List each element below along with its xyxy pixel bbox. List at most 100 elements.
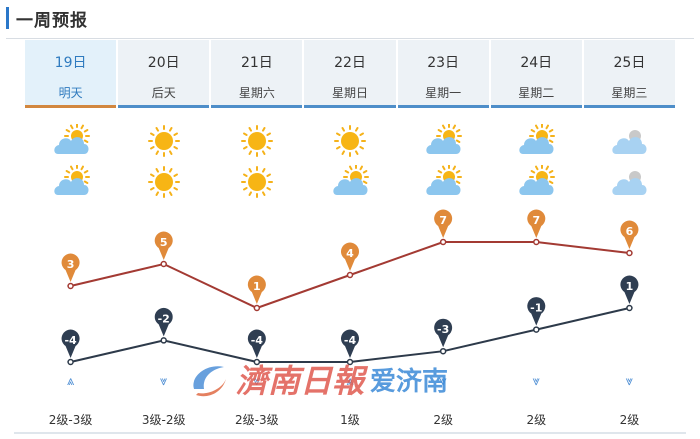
sunny-icon <box>144 124 184 158</box>
sunny-icon <box>237 165 277 199</box>
sunny-icon <box>237 124 277 158</box>
high-temp-label: 7 <box>439 214 447 227</box>
high-temp-point <box>626 249 633 257</box>
partly-cloudy-icon <box>516 124 556 158</box>
wind-level: 1级 <box>340 413 360 427</box>
wind-arrow-down-icon: ⩔ <box>532 374 540 389</box>
high-temp-label: 6 <box>626 225 634 238</box>
tab-weekday: 星期六 <box>238 86 275 100</box>
wind-arrow-down-icon: ⩔ <box>253 374 261 389</box>
header-divider <box>6 38 694 39</box>
high-temp-label: 7 <box>532 214 540 227</box>
low-temp-label: -4 <box>64 334 77 347</box>
partly-cloudy-icon <box>423 124 463 158</box>
tab-date: 23日 <box>427 55 460 71</box>
tab-day-2[interactable]: 20日后天 <box>117 40 211 108</box>
title-accent-bar <box>6 7 9 29</box>
low-temp-point <box>626 304 633 312</box>
sunny-icon <box>144 165 184 199</box>
low-temp-label: -3 <box>437 323 449 336</box>
partly-cloudy-icon <box>51 165 91 199</box>
high-temp-pin <box>61 253 80 282</box>
tab-day-4[interactable]: 22日星期日 <box>303 40 397 108</box>
high-temp-label: 1 <box>253 280 261 293</box>
tab-weekday: 明天 <box>58 86 83 100</box>
tab-date: 22日 <box>334 55 366 71</box>
partly-cloudy-icon <box>51 124 91 158</box>
tab-weekday: 星期日 <box>331 86 368 100</box>
day-tabs: 19日 明天 20日 后天 21日 星期六 22日 星期日 23日 星期一 24日 星期二 25日 星期三 <box>24 40 676 108</box>
wind-arrow-up-icon: ⩓ <box>66 374 75 389</box>
section-header: 一周预报 <box>6 6 88 31</box>
tab-date: 25日 <box>613 55 646 71</box>
tab-date: 20日 <box>147 55 180 71</box>
high-temp-pin <box>341 242 359 271</box>
high-temp-point <box>67 282 74 290</box>
low-temp-point <box>160 337 167 344</box>
high-temp-point <box>160 260 167 268</box>
watermark-logo-icon <box>193 366 226 397</box>
wind-level: 2级 <box>619 413 640 427</box>
high-temp-point <box>253 304 261 312</box>
wind-level: 2级 <box>433 413 453 427</box>
section-title: 一周预报 <box>16 10 88 31</box>
tab-weekday: 星期三 <box>611 86 648 100</box>
wind-level: 2级-3级 <box>235 413 279 427</box>
wind-arrow-down-icon: ⩔ <box>625 374 634 389</box>
bottom-divider <box>14 432 686 434</box>
tab-date: 21日 <box>240 55 273 71</box>
wind-level: 3级-2级 <box>141 413 186 427</box>
tab-date: 19日 <box>54 55 87 71</box>
wind-arrow-down-icon: ⩔ <box>160 374 168 389</box>
low-temp-pin <box>434 318 453 348</box>
high-temp-point <box>346 271 354 279</box>
wind-level: 2级-3级 <box>48 413 93 427</box>
tab-date: 24日 <box>520 55 553 71</box>
low-temp-point <box>533 326 540 333</box>
low-temp-label: 1 <box>626 280 634 293</box>
high-temp-pin <box>620 220 639 249</box>
low-temp-pin <box>247 329 266 358</box>
high-temp-pin <box>527 209 546 238</box>
low-temp-pin <box>61 329 80 358</box>
low-temp-point <box>67 358 74 366</box>
low-temp-point <box>253 358 261 366</box>
high-temp-point <box>439 238 447 246</box>
tab-day-1[interactable]: 19日明天 <box>24 40 118 108</box>
low-temp-point <box>439 347 447 355</box>
high-temp-label: 4 <box>346 247 354 260</box>
high-temp-label: 5 <box>160 236 168 249</box>
high-temp-pin <box>434 209 453 238</box>
tab-day-7[interactable]: 25日星期三 <box>582 40 676 108</box>
low-temp-pin <box>341 329 359 358</box>
high-temp-point <box>533 238 540 246</box>
high-temp-pin <box>154 231 173 260</box>
tab-day-6[interactable]: 24日星期二 <box>489 40 583 108</box>
high-temp-label: 3 <box>67 258 75 271</box>
watermark: 濟南日報 爱济南 <box>188 356 448 402</box>
wind-level: 2级 <box>526 413 547 427</box>
partly-cloudy-icon <box>330 165 370 199</box>
low-temp-pin <box>527 297 546 326</box>
watermark-text-app: 爱济南 <box>370 366 449 397</box>
low-temp-label: -1 <box>530 302 542 315</box>
low-temp-label: -4 <box>344 334 357 347</box>
tab-day-3[interactable]: 21日星期六 <box>210 40 304 108</box>
low-temp-pin <box>154 307 173 337</box>
cloudy-icon <box>609 165 649 199</box>
low-temp-point <box>346 358 354 366</box>
wind-arrow-up-icon: ⩓ <box>346 374 354 389</box>
low-temp-label: -2 <box>158 312 170 325</box>
low-temp-pin <box>620 275 639 304</box>
tab-day-5[interactable]: 23日星期一 <box>396 40 490 108</box>
sunny-icon <box>330 124 370 158</box>
partly-cloudy-icon <box>423 165 463 199</box>
watermark-text-newspaper: 濟南日報 <box>236 362 365 400</box>
tab-weekday: 后天 <box>151 86 176 100</box>
partly-cloudy-icon <box>516 165 556 199</box>
high-temp-pin <box>247 275 266 304</box>
tab-weekday: 星期二 <box>518 86 555 100</box>
tab-weekday: 星期一 <box>425 86 462 100</box>
cloudy-icon <box>609 124 649 158</box>
